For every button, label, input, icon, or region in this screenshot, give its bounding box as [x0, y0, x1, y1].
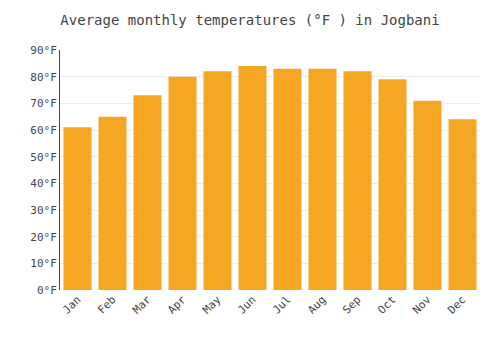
svg-text:Nov: Nov — [410, 293, 434, 317]
svg-text:Jun: Jun — [235, 293, 258, 316]
svg-text:30°F: 30°F — [30, 204, 57, 217]
svg-text:50°F: 50°F — [30, 151, 57, 164]
svg-text:Average monthly temperatures (: Average monthly temperatures (°F ) in Jo… — [60, 12, 439, 28]
svg-text:Feb: Feb — [95, 293, 118, 316]
svg-text:May: May — [200, 293, 224, 317]
svg-text:10°F: 10°F — [30, 257, 57, 270]
svg-text:40°F: 40°F — [30, 177, 57, 190]
svg-text:Mar: Mar — [130, 293, 154, 317]
svg-text:Aug: Aug — [305, 293, 328, 316]
svg-text:70°F: 70°F — [30, 97, 57, 110]
svg-text:60°F: 60°F — [30, 124, 57, 137]
svg-text:Dec: Dec — [445, 293, 468, 316]
svg-text:80°F: 80°F — [30, 71, 57, 84]
svg-text:20°F: 20°F — [30, 231, 57, 244]
svg-text:Sep: Sep — [340, 293, 363, 316]
svg-text:Jan: Jan — [60, 293, 83, 316]
svg-text:Jul: Jul — [270, 293, 293, 316]
svg-text:90°F: 90°F — [30, 44, 57, 57]
svg-text:Apr: Apr — [165, 293, 189, 317]
svg-text:Oct: Oct — [375, 293, 398, 316]
svg-text:0°F: 0°F — [37, 284, 57, 297]
